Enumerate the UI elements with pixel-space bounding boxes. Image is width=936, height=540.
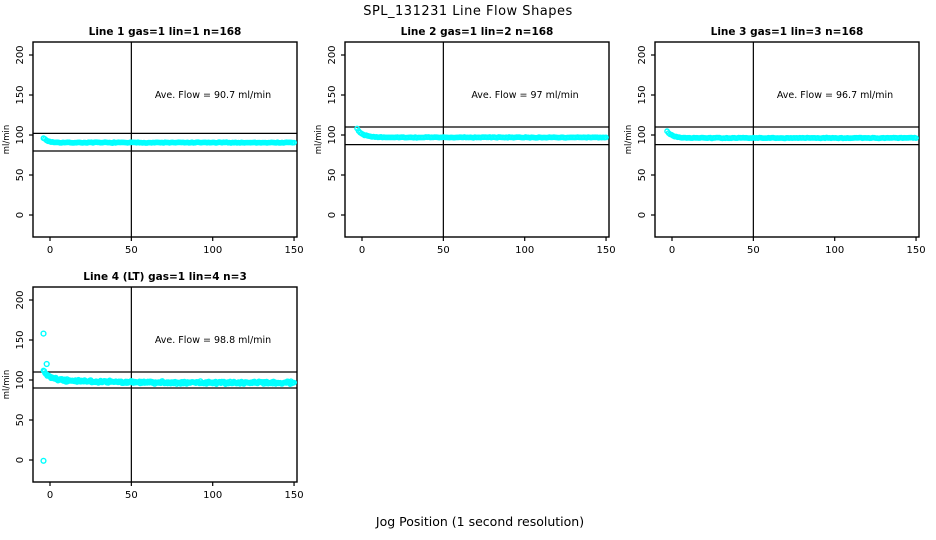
x-tick-label: 0 [669,245,675,256]
y-tick-label: 200 [15,290,26,309]
y-axis-unit-label: ml/min [2,125,12,155]
y-tick-label: 150 [15,85,26,104]
y-tick-label: 0 [327,212,338,218]
outlier-point [43,360,50,368]
y-tick-label: 50 [15,169,26,182]
panel-title: Line 3 gas=1 lin=3 n=168 [711,26,864,38]
y-axis-unit-label: ml/min [314,125,324,155]
y-axis-unit-label: ml/min [2,370,12,400]
y-axis-unit-label: ml/min [624,125,634,155]
y-tick-label: 0 [637,212,648,218]
panel-box [32,286,298,483]
outlier-point [40,457,47,464]
data-point [913,135,919,142]
x-tick-label: 150 [285,490,304,501]
avg-flow-annotation: Ave. Flow = 90.7 ml/min [155,90,271,101]
x-tick-label: 0 [47,245,53,256]
avg-flow-annotation: Ave. Flow = 98.8 ml/min [155,335,271,346]
avg-flow-annotation: Ave. Flow = 96.7 ml/min [777,90,893,101]
panel-title: Line 2 gas=1 lin=2 n=168 [401,26,554,38]
data-point [291,379,297,386]
y-tick-label: 200 [327,45,338,64]
data-points [40,330,297,464]
x-tick-label: 50 [125,490,138,501]
x-tick-label: 150 [285,245,304,256]
panel: 0 50 100 150 0 50 100 150 200 ml/min Line 4 (LT) g… [2,271,304,501]
x-tick-label: 0 [359,245,365,256]
panel-box [32,41,298,238]
y-tick-label: 100 [637,125,648,144]
figure-title: SPL_131231 Line Flow Shapes [363,4,573,19]
panel: 0 50 100 150 0 50 100 150 200 ml/min Line 1 gas=1 … [2,26,304,256]
x-tick-label: 100 [203,245,222,256]
y-tick-label: 100 [327,125,338,144]
x-tick-label: 100 [825,245,844,256]
data-point [603,134,609,141]
x-tick-label: 50 [437,245,450,256]
data-points [40,135,297,147]
panel-title: Line 4 (LT) gas=1 lin=4 n=3 [83,271,247,283]
y-tick-label: 100 [15,125,26,144]
y-tick-label: 50 [637,169,648,182]
y-tick-label: 150 [15,330,26,349]
y-tick-label: 150 [327,85,338,104]
y-tick-label: 200 [637,45,648,64]
data-points [354,125,609,141]
outlier-point [40,330,47,337]
data-points [664,128,919,142]
x-axis-title: Jog Position (1 second resolution) [375,514,585,529]
panel-box [344,41,610,238]
y-tick-label: 50 [327,169,338,182]
data-point [291,139,297,146]
panel-title: Line 1 gas=1 lin=1 n=168 [89,26,242,38]
panel: 0 50 100 150 0 50 100 150 200 ml/min Line 2 gas=1 … [314,26,616,256]
x-tick-label: 150 [597,245,616,256]
x-tick-label: 150 [907,245,926,256]
x-tick-label: 50 [747,245,760,256]
y-tick-label: 50 [15,414,26,427]
y-tick-label: 0 [15,457,26,463]
x-tick-label: 100 [515,245,534,256]
x-tick-label: 0 [47,490,53,501]
x-tick-label: 100 [203,490,222,501]
avg-flow-annotation: Ave. Flow = 97 ml/min [471,90,578,101]
panel-box [654,41,920,238]
y-tick-label: 0 [15,212,26,218]
x-tick-label: 50 [125,245,138,256]
y-tick-label: 200 [15,45,26,64]
y-tick-label: 100 [15,370,26,389]
y-tick-label: 150 [637,85,648,104]
panel: 0 50 100 150 0 50 100 150 200 ml/min Line 3 gas=1 … [624,26,926,256]
